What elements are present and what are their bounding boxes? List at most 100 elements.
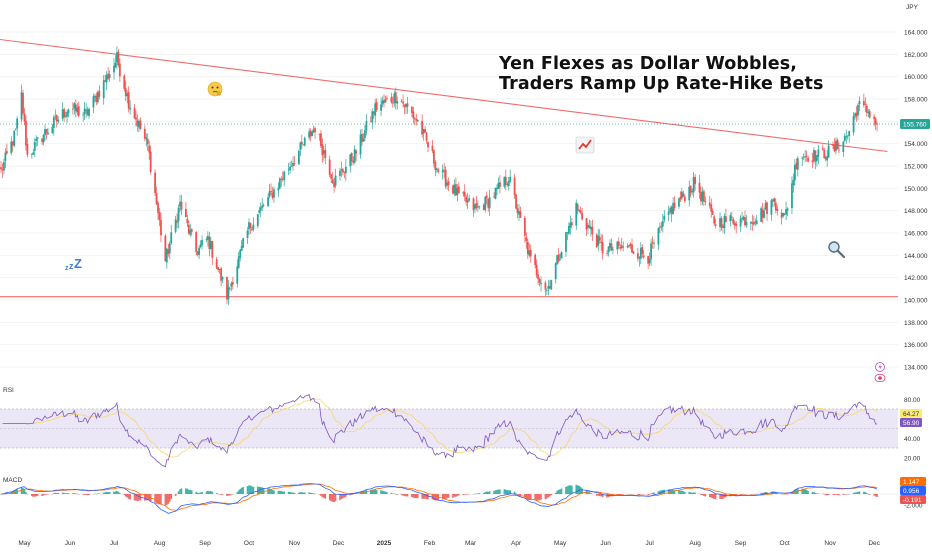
time-tick-label: Apr (511, 540, 522, 547)
candle-body (866, 106, 868, 113)
candle-body (169, 244, 171, 254)
macd-histogram-bar (119, 493, 121, 494)
price-tick-label: 140.000 (904, 298, 928, 305)
time-tick-label: Feb (424, 540, 436, 547)
macd-histogram-bar (68, 493, 70, 494)
candle-body (5, 153, 7, 161)
candle-body (550, 280, 552, 289)
macd-histogram-bar (462, 494, 464, 495)
candle-body (185, 209, 187, 217)
macd-histogram-bar (300, 492, 302, 494)
candle-body (144, 129, 146, 139)
time-tick-label: Sep (199, 540, 211, 547)
macd-histogram-bar (156, 494, 158, 504)
macd-histogram-bar (402, 494, 404, 496)
macd-histogram-bar (606, 494, 608, 497)
macd-histogram-bar (649, 494, 651, 495)
price-tick-label: 148.000 (904, 208, 928, 215)
macd-histogram-bar (404, 494, 406, 496)
candle-body (650, 243, 652, 259)
candle-body (181, 202, 183, 210)
candle-body (823, 150, 825, 158)
magnifying-glass-icon (829, 242, 844, 257)
candle-body (464, 192, 466, 197)
candle-body (674, 203, 676, 208)
macd-histogram-bar (84, 494, 86, 495)
macd-histogram-bar (826, 494, 828, 495)
macd-histogram-bar (487, 492, 489, 494)
macd-histogram-bar (191, 490, 193, 494)
macd-histogram-bar (109, 492, 111, 494)
macd-histogram-bar (684, 492, 686, 494)
candle-body (729, 215, 731, 221)
macd-histogram-bar (106, 492, 108, 494)
macd-histogram-bar (157, 494, 159, 504)
macd-histogram-bar (198, 493, 200, 494)
candle-body (663, 216, 665, 220)
macd-histogram-bar (741, 494, 743, 495)
macd-histogram-bar (257, 487, 259, 494)
candle-body (715, 224, 717, 225)
macd-histogram-bar (311, 493, 313, 494)
candle-body (520, 212, 522, 218)
macd-histogram-bar (866, 493, 868, 494)
candle-body (426, 133, 428, 141)
macd-histogram-bar (62, 493, 64, 494)
macd-histogram-bar (549, 494, 551, 496)
thinking-face-eye (217, 87, 219, 89)
candle-body (545, 283, 547, 290)
candle-body (489, 197, 491, 208)
candle-body (876, 124, 878, 125)
macd-histogram-bar (138, 494, 140, 501)
candle-body (88, 109, 90, 116)
time-tick-label: Oct (780, 540, 790, 547)
candle-body (793, 180, 795, 185)
rsi-tick-label: 20.00 (904, 455, 921, 462)
macd-histogram-bar (209, 491, 211, 494)
macd-histogram-bar (382, 491, 384, 494)
candle-body (84, 109, 86, 114)
rsi-tick-label: 40.00 (904, 436, 921, 443)
macd-histogram-bar (201, 492, 203, 494)
macd-histogram-bar (298, 493, 300, 494)
candle-body (123, 76, 125, 89)
macd-histogram-bar (812, 492, 814, 494)
macd-histogram-bar (97, 493, 99, 494)
candle-body (580, 210, 582, 212)
time-tick-label: Nov (824, 540, 836, 547)
candle-body (135, 118, 137, 120)
macd-histogram-bar (391, 493, 393, 494)
candle-body (239, 250, 241, 258)
macd-histogram-bar (107, 492, 109, 494)
candle-body (376, 102, 378, 110)
candle-body (606, 253, 608, 254)
macd-histogram-bar (672, 490, 674, 494)
candle-body (424, 129, 426, 132)
candle-body (232, 282, 234, 284)
candle-body (16, 119, 18, 129)
macd-histogram-bar (269, 488, 271, 494)
candle-body (468, 198, 470, 200)
candle-body (433, 150, 435, 163)
candle-body (842, 142, 844, 152)
candle-body (148, 146, 150, 153)
macd-histogram-bar (825, 494, 827, 495)
macd-histogram-bar (515, 493, 517, 494)
macd-histogram-bar (380, 490, 382, 494)
candle-body (652, 242, 654, 243)
candle-body (662, 221, 664, 226)
candle-body (875, 118, 877, 124)
thinking-face-eye (212, 87, 214, 89)
candle-body (119, 64, 121, 77)
macd-histogram-bar (374, 489, 376, 494)
candle-body (242, 238, 244, 247)
macd-histogram-bar (801, 489, 803, 494)
macd-histogram-bar (545, 494, 547, 499)
macd-histogram-bar (175, 494, 177, 496)
macd-histogram-bar (207, 491, 209, 494)
macd-histogram-bar (875, 494, 877, 496)
macd-histogram-bar (288, 492, 290, 494)
macd-histogram-bar (82, 494, 84, 495)
macd-histogram-bar (835, 494, 837, 495)
macd-histogram-bar (556, 491, 558, 494)
